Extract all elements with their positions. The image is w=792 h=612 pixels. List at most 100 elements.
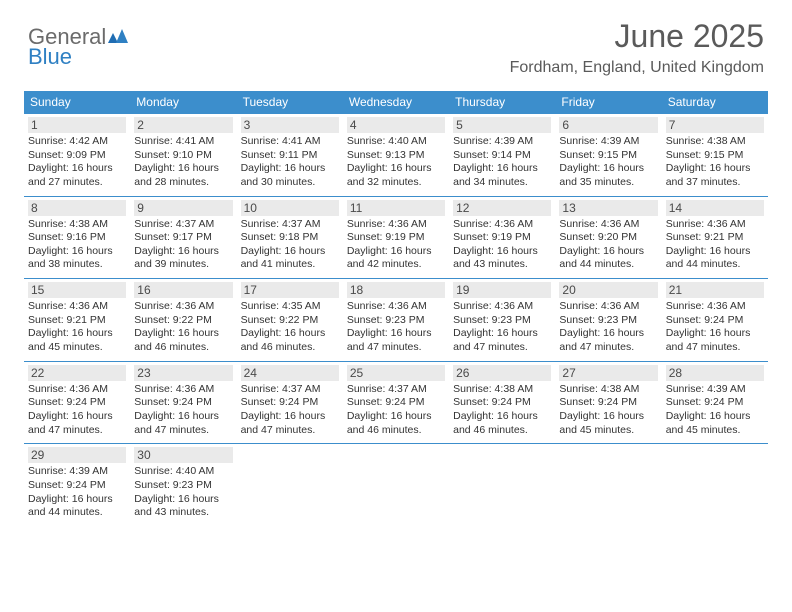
- daylight-text: Daylight: 16 hours and 47 minutes.: [241, 410, 339, 437]
- day-cell: 13Sunrise: 4:36 AMSunset: 9:20 PMDayligh…: [555, 196, 661, 279]
- day-header: Monday: [130, 91, 236, 114]
- daylight-text: Daylight: 16 hours and 30 minutes.: [241, 162, 339, 189]
- sunset-text: Sunset: 9:13 PM: [347, 149, 445, 163]
- day-number: 23: [134, 365, 232, 381]
- sunset-text: Sunset: 9:23 PM: [347, 314, 445, 328]
- sunset-text: Sunset: 9:18 PM: [241, 231, 339, 245]
- day-info: Sunrise: 4:38 AMSunset: 9:15 PMDaylight:…: [666, 135, 764, 190]
- day-cell: 26Sunrise: 4:38 AMSunset: 9:24 PMDayligh…: [449, 361, 555, 444]
- day-number: 18: [347, 282, 445, 298]
- daylight-text: Daylight: 16 hours and 47 minutes.: [28, 410, 126, 437]
- sunset-text: Sunset: 9:23 PM: [134, 479, 232, 493]
- day-info: Sunrise: 4:36 AMSunset: 9:21 PMDaylight:…: [28, 300, 126, 355]
- sunrise-text: Sunrise: 4:36 AM: [453, 300, 551, 314]
- sunrise-text: Sunrise: 4:37 AM: [241, 383, 339, 397]
- day-cell: [237, 444, 343, 526]
- day-info: Sunrise: 4:35 AMSunset: 9:22 PMDaylight:…: [241, 300, 339, 355]
- day-cell: 23Sunrise: 4:36 AMSunset: 9:24 PMDayligh…: [130, 361, 236, 444]
- sunset-text: Sunset: 9:21 PM: [28, 314, 126, 328]
- sunrise-text: Sunrise: 4:37 AM: [134, 218, 232, 232]
- day-cell: 4 Sunrise: 4:40 AMSunset: 9:13 PMDaylight…: [343, 114, 449, 197]
- sunset-text: Sunset: 9:09 PM: [28, 149, 126, 163]
- sunrise-text: Sunrise: 4:39 AM: [453, 135, 551, 149]
- day-cell: 22Sunrise: 4:36 AMSunset: 9:24 PMDayligh…: [24, 361, 130, 444]
- sunset-text: Sunset: 9:24 PM: [28, 479, 126, 493]
- sunrise-text: Sunrise: 4:40 AM: [134, 465, 232, 479]
- day-info: Sunrise: 4:40 AMSunset: 9:23 PMDaylight:…: [134, 465, 232, 520]
- sunset-text: Sunset: 9:21 PM: [666, 231, 764, 245]
- day-info: Sunrise: 4:38 AMSunset: 9:24 PMDaylight:…: [453, 383, 551, 438]
- sunset-text: Sunset: 9:23 PM: [453, 314, 551, 328]
- week-row: 22Sunrise: 4:36 AMSunset: 9:24 PMDayligh…: [24, 361, 768, 444]
- day-info: Sunrise: 4:37 AMSunset: 9:18 PMDaylight:…: [241, 218, 339, 273]
- day-number: 19: [453, 282, 551, 298]
- day-cell: [343, 444, 449, 526]
- day-number: 20: [559, 282, 657, 298]
- day-info: Sunrise: 4:40 AMSunset: 9:13 PMDaylight:…: [347, 135, 445, 190]
- day-number: 2: [134, 117, 232, 133]
- day-number: 5: [453, 117, 551, 133]
- day-number: 12: [453, 200, 551, 216]
- brand-flag-icon: [108, 29, 128, 45]
- day-number: 29: [28, 447, 126, 463]
- day-info: Sunrise: 4:38 AMSunset: 9:24 PMDaylight:…: [559, 383, 657, 438]
- brand-word2: Blue: [28, 44, 72, 70]
- day-info: Sunrise: 4:36 AMSunset: 9:19 PMDaylight:…: [453, 218, 551, 273]
- week-row: 8Sunrise: 4:38 AMSunset: 9:16 PMDaylight…: [24, 196, 768, 279]
- daylight-text: Daylight: 16 hours and 45 minutes.: [559, 410, 657, 437]
- daylight-text: Daylight: 16 hours and 47 minutes.: [453, 327, 551, 354]
- day-header-row: SundayMondayTuesdayWednesdayThursdayFrid…: [24, 91, 768, 114]
- day-info: Sunrise: 4:36 AMSunset: 9:19 PMDaylight:…: [347, 218, 445, 273]
- month-title: June 2025: [510, 18, 764, 55]
- day-cell: 6Sunrise: 4:39 AMSunset: 9:15 PMDaylight…: [555, 114, 661, 197]
- daylight-text: Daylight: 16 hours and 41 minutes.: [241, 245, 339, 272]
- sunrise-text: Sunrise: 4:36 AM: [666, 300, 764, 314]
- sunset-text: Sunset: 9:24 PM: [666, 314, 764, 328]
- daylight-text: Daylight: 16 hours and 32 minutes.: [347, 162, 445, 189]
- daylight-text: Daylight: 16 hours and 38 minutes.: [28, 245, 126, 272]
- day-number: 7: [666, 117, 764, 133]
- title-block: June 2025 Fordham, England, United Kingd…: [510, 18, 764, 77]
- sunset-text: Sunset: 9:23 PM: [559, 314, 657, 328]
- day-cell: 15Sunrise: 4:36 AMSunset: 9:21 PMDayligh…: [24, 279, 130, 362]
- sunset-text: Sunset: 9:24 PM: [28, 396, 126, 410]
- sunset-text: Sunset: 9:15 PM: [559, 149, 657, 163]
- day-header: Thursday: [449, 91, 555, 114]
- day-cell: 3Sunrise: 4:41 AMSunset: 9:11 PMDaylight…: [237, 114, 343, 197]
- day-cell: 10Sunrise: 4:37 AMSunset: 9:18 PMDayligh…: [237, 196, 343, 279]
- day-cell: 24Sunrise: 4:37 AMSunset: 9:24 PMDayligh…: [237, 361, 343, 444]
- day-info: Sunrise: 4:37 AMSunset: 9:17 PMDaylight:…: [134, 218, 232, 273]
- sunrise-text: Sunrise: 4:37 AM: [347, 383, 445, 397]
- sunrise-text: Sunrise: 4:36 AM: [347, 300, 445, 314]
- day-info: Sunrise: 4:37 AMSunset: 9:24 PMDaylight:…: [241, 383, 339, 438]
- daylight-text: Daylight: 16 hours and 27 minutes.: [28, 162, 126, 189]
- sunset-text: Sunset: 9:22 PM: [241, 314, 339, 328]
- sunrise-text: Sunrise: 4:39 AM: [28, 465, 126, 479]
- sunrise-text: Sunrise: 4:41 AM: [241, 135, 339, 149]
- day-cell: 25Sunrise: 4:37 AMSunset: 9:24 PMDayligh…: [343, 361, 449, 444]
- week-row: 29Sunrise: 4:39 AMSunset: 9:24 PMDayligh…: [24, 444, 768, 526]
- sunset-text: Sunset: 9:22 PM: [134, 314, 232, 328]
- day-cell: 9Sunrise: 4:37 AMSunset: 9:17 PMDaylight…: [130, 196, 236, 279]
- sunset-text: Sunset: 9:15 PM: [666, 149, 764, 163]
- day-number: 6: [559, 117, 657, 133]
- sunrise-text: Sunrise: 4:38 AM: [666, 135, 764, 149]
- daylight-text: Daylight: 16 hours and 34 minutes.: [453, 162, 551, 189]
- day-cell: 27Sunrise: 4:38 AMSunset: 9:24 PMDayligh…: [555, 361, 661, 444]
- day-number: 4: [347, 117, 445, 133]
- day-cell: [555, 444, 661, 526]
- sunset-text: Sunset: 9:24 PM: [453, 396, 551, 410]
- day-cell: 21Sunrise: 4:36 AMSunset: 9:24 PMDayligh…: [662, 279, 768, 362]
- daylight-text: Daylight: 16 hours and 39 minutes.: [134, 245, 232, 272]
- day-info: Sunrise: 4:36 AMSunset: 9:21 PMDaylight:…: [666, 218, 764, 273]
- day-cell: 11 Sunrise: 4:36 AMSunset: 9:19 PMDayligh…: [343, 196, 449, 279]
- day-cell: 5Sunrise: 4:39 AMSunset: 9:14 PMDaylight…: [449, 114, 555, 197]
- day-number: 11: [347, 200, 445, 216]
- location-text: Fordham, England, United Kingdom: [510, 59, 764, 77]
- sunrise-text: Sunrise: 4:36 AM: [453, 218, 551, 232]
- day-info: Sunrise: 4:41 AMSunset: 9:10 PMDaylight:…: [134, 135, 232, 190]
- day-number: 22: [28, 365, 126, 381]
- day-number: 14: [666, 200, 764, 216]
- day-number: 17: [241, 282, 339, 298]
- sunset-text: Sunset: 9:11 PM: [241, 149, 339, 163]
